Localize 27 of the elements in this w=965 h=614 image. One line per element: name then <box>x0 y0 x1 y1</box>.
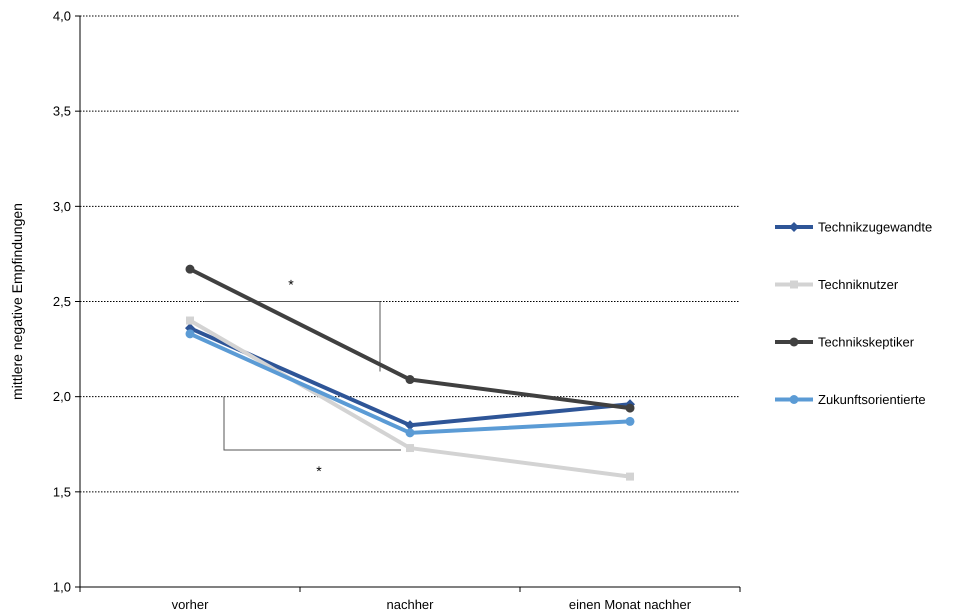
point <box>186 316 194 325</box>
y-tick-label: 3,5 <box>52 104 71 119</box>
legend-label: Technikzugewandte <box>818 220 932 235</box>
point <box>406 444 414 452</box>
legend-label: Technikskeptiker <box>818 334 915 350</box>
y-tick-label: 1,0 <box>52 580 71 595</box>
legend-label: Zukunftsorientierte <box>818 392 926 408</box>
point <box>406 375 414 384</box>
y-tick-label: 2,0 <box>52 389 71 404</box>
y-axis-title: mittlere negative Empfindungen <box>9 203 25 400</box>
y-tick-label: 2,5 <box>52 294 71 310</box>
x-tick-label: nachher <box>386 597 434 612</box>
legend-label: Techniknutzer <box>818 277 899 292</box>
x-tick-label: einen Monat nachher <box>568 597 692 612</box>
annotation: * <box>316 462 322 479</box>
y-tick-label: 4,0 <box>52 8 71 24</box>
point <box>406 428 414 438</box>
point <box>626 472 634 481</box>
point <box>186 329 194 338</box>
annotation: * <box>288 276 294 292</box>
point <box>405 420 415 430</box>
point <box>626 416 634 426</box>
x-tick-label: vorher <box>172 597 210 612</box>
point <box>626 404 634 413</box>
y-tick-label: 3,0 <box>52 198 71 214</box>
y-tick-label: 1,5 <box>52 484 71 500</box>
point <box>186 264 194 274</box>
